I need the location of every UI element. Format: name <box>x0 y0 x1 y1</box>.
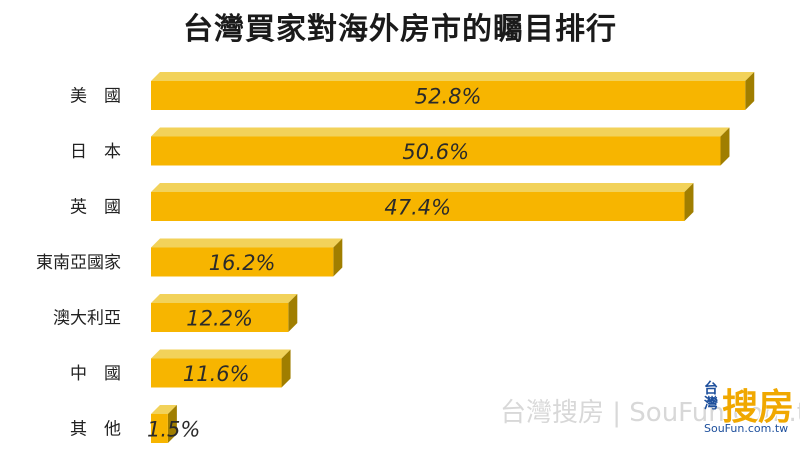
bar-side-face <box>288 294 298 332</box>
data-label: 52.8% <box>415 85 482 109</box>
category-label: 美 國 <box>70 87 121 107</box>
data-label: 50.6% <box>402 140 469 164</box>
bar-side-face <box>333 238 343 277</box>
bar <box>151 192 685 221</box>
bar-side-face <box>281 349 291 388</box>
bar-top-face <box>151 405 177 414</box>
bar-top-face <box>151 183 694 192</box>
logo-side-text: 台灣 <box>704 381 718 412</box>
category-label: 澳大利亞 <box>53 309 121 329</box>
data-label: 47.4% <box>384 196 451 220</box>
category-label: 其 他 <box>70 420 121 440</box>
bar <box>151 247 334 277</box>
bar <box>151 358 282 388</box>
bar-top-face <box>151 349 291 359</box>
bar-side-face <box>167 405 177 443</box>
watermark-text: 台灣搜房 | SouFun.com.tw <box>500 398 800 428</box>
bar <box>151 136 721 166</box>
bar-top-face <box>151 238 343 248</box>
category-label: 東南亞國家 <box>36 253 121 273</box>
chart-title: 台灣買家對海外房市的矚目排行 <box>183 12 617 47</box>
bar <box>151 81 746 110</box>
bar <box>151 303 289 332</box>
bar-side-face <box>684 183 694 221</box>
bar-side-face <box>720 127 730 166</box>
data-label: 1.5% <box>147 418 200 442</box>
soufun-logo: 台灣 搜房 SouFun.com.tw <box>700 378 795 438</box>
category-label: 中 國 <box>70 364 121 384</box>
bar-top-face <box>151 294 298 303</box>
bar <box>151 414 168 443</box>
bar-top-face <box>151 72 755 81</box>
bar-top-face <box>151 127 730 137</box>
data-label: 16.2% <box>209 251 276 275</box>
logo-main-text: 搜房 <box>722 387 795 428</box>
data-label: 11.6% <box>183 362 250 386</box>
bar-side-face <box>745 72 755 110</box>
logo-url: SouFun.com.tw <box>704 422 789 435</box>
category-label: 日 本 <box>70 142 121 162</box>
category-label: 英 國 <box>70 198 121 218</box>
data-label: 12.2% <box>186 307 253 331</box>
